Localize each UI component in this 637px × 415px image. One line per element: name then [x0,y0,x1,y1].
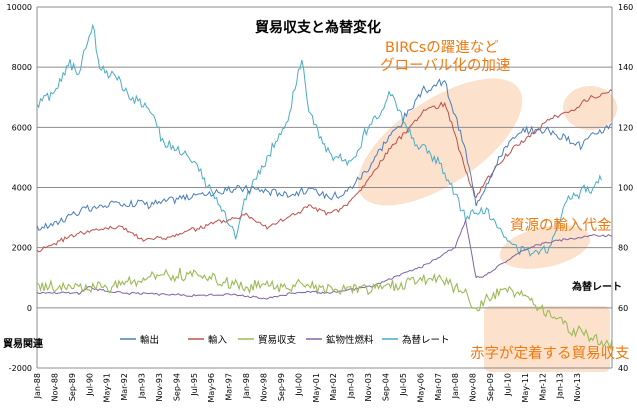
right-tick-label: 160 [618,3,633,12]
right-tick-label: 120 [618,123,633,132]
x-tick-label: Nov-08 [469,373,478,401]
annotation-resources: 資源の輸入代金 [510,217,612,234]
x-tick-label: Jan-03 [347,373,356,399]
series-line-4 [36,219,613,300]
x-tick-label: Jul-05 [399,373,408,397]
x-tick-label: Mar-07 [434,373,443,401]
highlight-globalization [357,78,523,206]
right-tick-label: 60 [618,304,628,313]
x-tick-label: Jul-90 [85,373,94,397]
x-tick-label: May-96 [207,373,216,402]
left-tick-label: 0 [27,304,32,313]
x-tick-label: Nov-88 [50,373,59,401]
x-tick-label: May-01 [312,373,321,402]
legend-label: 鉱物性燃料 [326,334,374,346]
highlight-deficit [484,306,610,372]
x-tick-label: Mar-92 [120,373,129,401]
x-tick-label: Sep-04 [381,373,390,401]
chart-title: 貿易収支と為替変化 [255,19,381,36]
x-tick-label: Nov-93 [155,373,164,401]
left-axis-label: 貿易関連 [3,337,44,350]
left-tick-label: 8000 [12,63,32,72]
legend-label: 輸入 [208,334,228,346]
x-tick-label: Jan-08 [451,373,460,399]
right-tick-label: 80 [618,244,628,253]
x-axis-labels: Jan-88 Nov-88 Sep-89 Jul-90 May-91 Mar-92 Jan-… [33,373,582,402]
x-tick-label: Jul-00 [294,373,303,397]
left-tick-label: -2000 [9,364,32,373]
x-tick-label: Jan-93 [138,373,147,399]
right-axis-ticks: 40 60 80 100 120 140 160 [618,3,633,373]
legend-label: 輸出 [140,334,159,346]
highlight-areas [357,78,617,372]
left-tick-label: 10000 [7,3,32,12]
x-tick-label: Jan-88 [33,373,42,399]
legend-label: 貿易収支 [258,334,297,346]
right-axis-label: 為替レート [571,280,622,293]
x-tick-label: Nov-98 [260,373,269,401]
right-tick-label: 140 [618,63,633,72]
legend-label: 為替レート [402,334,450,346]
x-tick-label: Nov-13 [573,373,582,401]
x-tick-label: Jan-13 [556,373,565,399]
left-axis-ticks: -2000 0 2000 4000 6000 8000 10000 [7,3,32,373]
x-tick-label: May-91 [103,373,112,402]
right-tick-label: 100 [618,184,633,193]
annotation-brics-line1: BIRCsの躍進など [385,39,499,56]
x-tick-label: Sep-94 [172,373,181,401]
x-tick-label: Mar-12 [538,373,547,401]
series-line-5 [36,23,602,257]
x-tick-label: May-06 [416,373,425,402]
series-line-2 [36,89,613,253]
x-tick-label: Sep-89 [68,373,77,401]
left-tick-label: 4000 [12,184,32,193]
chart-legend: 輸出 輸入 貿易収支 鉱物性燃料 為替レート [120,334,450,346]
highlight-fuel-imports [499,225,591,269]
highlight-recent-exports [563,86,617,130]
x-tick-label: Mar-97 [225,373,234,401]
x-tick-label: Jul-10 [503,373,512,397]
x-tick-label: Sep-09 [486,373,495,401]
series-line-3 [36,267,613,351]
x-tick-label: Nov-03 [364,373,373,401]
right-tick-label: 40 [618,364,628,373]
series-line-1 [36,78,613,231]
annotation-brics-line2: グローバル化の加速 [380,57,510,74]
series-lines [36,23,613,351]
x-tick-label: Sep-99 [277,373,286,401]
left-tick-label: 6000 [12,123,32,132]
x-tick-label: Mar-02 [329,373,338,401]
left-tick-label: 2000 [12,244,32,253]
annotation-deficit: 赤字が定着する貿易収支 [470,345,630,362]
x-tick-label: Jul-95 [190,373,199,397]
x-tick-label: May-11 [521,373,530,402]
x-tick-label: Jan-98 [242,373,251,399]
gridlines [36,6,613,369]
